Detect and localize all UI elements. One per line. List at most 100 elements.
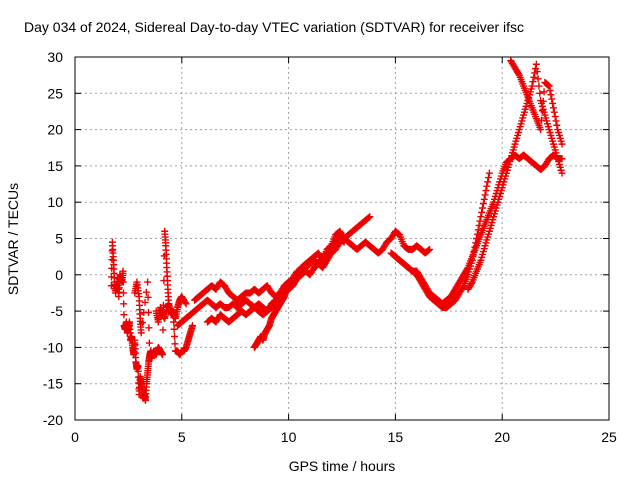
data-point: [426, 245, 434, 253]
data-point: [549, 104, 557, 112]
data-point: [547, 91, 555, 99]
data-point: [482, 187, 490, 195]
chart-title: Day 034 of 2024, Sidereal Day-to-day VTE…: [24, 19, 524, 35]
y-tick-labels: -20 -15 -10 -5 0 5 10 15 20 25 30: [43, 49, 63, 428]
data-point: [463, 265, 471, 273]
data-point: [181, 298, 189, 306]
data-point: [145, 324, 153, 332]
data-point: [480, 195, 488, 203]
data-point: [553, 121, 561, 129]
data-point: [533, 68, 541, 76]
data-point: [119, 289, 127, 297]
data-point: [481, 191, 489, 199]
data-point: [182, 300, 190, 308]
data-point: [552, 117, 560, 125]
data-point: [170, 318, 178, 326]
data-point: [366, 213, 374, 221]
data-point: [551, 113, 559, 121]
data-point: [530, 73, 538, 81]
data-point: [549, 99, 557, 107]
data-point: [550, 108, 558, 116]
data-point: [535, 82, 543, 90]
data-point: [538, 107, 546, 115]
data-point: [459, 283, 467, 291]
data-point: [485, 174, 493, 182]
data-point: [528, 82, 536, 90]
data-point: [141, 298, 149, 306]
x-tick-label: 10: [281, 429, 297, 445]
x-tick-labels: 0 5 10 15 20 25: [71, 429, 617, 445]
x-tick-label: 0: [71, 429, 79, 445]
data-point: [485, 169, 493, 177]
data-point: [544, 81, 552, 89]
data-point: [483, 182, 491, 190]
data-point: [558, 169, 566, 177]
data-point: [285, 282, 293, 290]
x-tick-label: 20: [494, 429, 510, 445]
data-point: [107, 282, 115, 290]
data-point: [477, 213, 485, 221]
x-tick-label: 5: [178, 429, 186, 445]
data-point: [144, 293, 152, 301]
data-point: [138, 319, 146, 327]
data-point: [532, 60, 540, 68]
data-point: [171, 340, 179, 348]
data-point: [340, 238, 348, 246]
data-point: [120, 311, 128, 319]
y-tick-label: 10: [47, 194, 63, 210]
data-point: [514, 70, 522, 78]
y-tick-label: 0: [55, 267, 63, 283]
data-point: [145, 339, 153, 347]
data-point: [540, 88, 548, 96]
data-point: [339, 237, 347, 245]
data-point: [142, 288, 150, 296]
y-tick-label: -10: [43, 339, 63, 355]
x-axis-title: GPS time / hours: [289, 458, 396, 474]
data-point: [479, 200, 487, 208]
data-point: [170, 325, 178, 333]
y-tick-label: -5: [51, 303, 64, 319]
data-point: [188, 322, 196, 330]
data-point: [119, 267, 127, 275]
data-point: [137, 329, 145, 337]
data-point: [538, 116, 546, 124]
y-tick-label: 5: [55, 231, 63, 247]
data-point: [536, 89, 544, 97]
data-point: [545, 82, 553, 90]
data-point: [546, 86, 554, 94]
data-point: [120, 300, 128, 308]
data-point: [478, 208, 486, 216]
data-point: [365, 213, 373, 221]
data-point: [159, 326, 167, 334]
data-point: [479, 204, 487, 212]
plot-frame: [74, 56, 610, 421]
data-point: [539, 97, 547, 105]
data-point: [425, 246, 433, 254]
data-point: [475, 221, 483, 229]
data-points: [107, 57, 566, 404]
data-point: [529, 78, 537, 86]
data-point: [534, 75, 542, 83]
x-tick-label: 15: [388, 429, 404, 445]
data-point: [144, 278, 152, 286]
data-point: [484, 178, 492, 186]
axis-ticks: [74, 56, 610, 421]
y-tick-label: 15: [47, 158, 63, 174]
data-point: [159, 351, 167, 359]
y-tick-label: -15: [43, 376, 63, 392]
y-axis-title: SDTVAR / TECUs: [5, 183, 21, 295]
data-point: [467, 280, 475, 288]
y-tick-label: 30: [47, 49, 63, 65]
data-point: [119, 278, 127, 286]
y-tick-label: 25: [47, 85, 63, 101]
data-point: [171, 333, 179, 341]
y-tick-label: -20: [43, 412, 63, 428]
data-point: [558, 140, 566, 148]
data-point: [476, 217, 484, 225]
data-point: [548, 95, 556, 103]
data-point: [537, 126, 545, 134]
y-tick-label: 20: [47, 122, 63, 138]
data-point: [144, 309, 152, 317]
x-tick-label: 25: [601, 429, 617, 445]
